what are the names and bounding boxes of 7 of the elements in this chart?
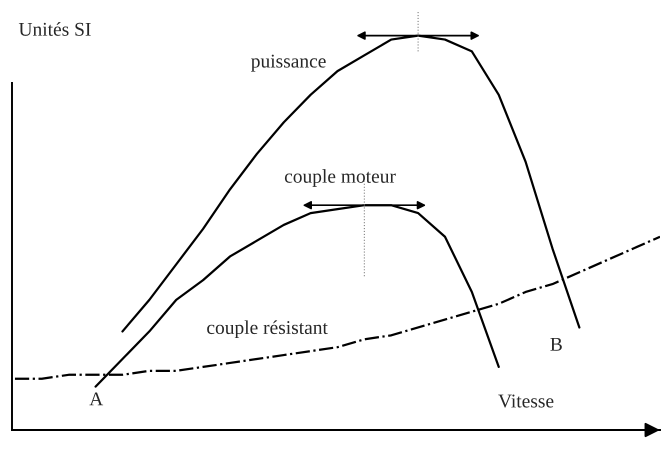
series-label: couple résistant	[207, 320, 328, 338]
annotation: B	[550, 338, 562, 351]
x-axis-title: Vitesse	[498, 394, 554, 408]
series-label: puissance	[251, 54, 326, 72]
annotation: A	[89, 392, 104, 406]
series-label: couple moteur	[284, 169, 396, 187]
y-axis-title: Unités SI	[18, 22, 91, 36]
